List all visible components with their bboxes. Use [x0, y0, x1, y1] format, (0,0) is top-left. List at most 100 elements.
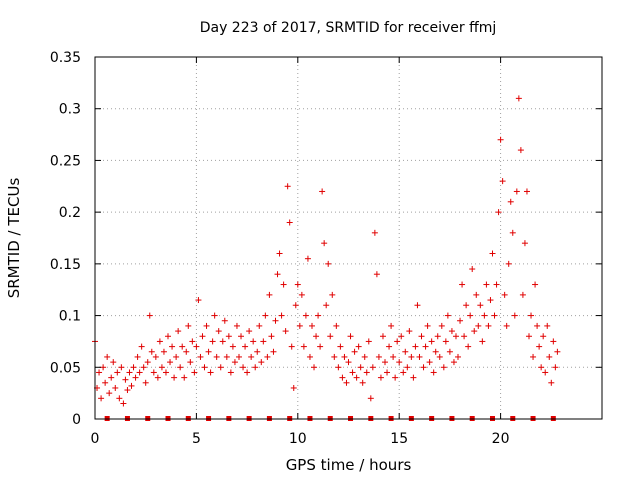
data-point [302, 312, 309, 319]
data-point [288, 343, 295, 350]
data-point [365, 338, 372, 345]
data-point [112, 384, 119, 391]
data-point [292, 302, 299, 309]
data-point [552, 364, 559, 371]
data-point [260, 338, 267, 345]
data-point [201, 364, 208, 371]
data-point [481, 312, 488, 319]
data-point [185, 322, 192, 329]
data-point [276, 250, 283, 257]
data-point [146, 312, 153, 319]
data-point [183, 348, 190, 355]
data-point [272, 317, 279, 324]
data-point [487, 297, 494, 304]
data-point [300, 343, 307, 350]
data-point [485, 322, 492, 329]
y-tick-label: 0.2 [59, 205, 81, 221]
y-tick-label: 0.25 [50, 153, 81, 169]
data-point [199, 333, 206, 340]
data-point [420, 364, 427, 371]
data-point [235, 353, 242, 360]
data-point [491, 312, 498, 319]
data-point [493, 281, 500, 288]
data-point [128, 382, 135, 389]
data-point [361, 353, 368, 360]
data-point [209, 338, 216, 345]
data-point [542, 369, 549, 376]
data-point [264, 353, 271, 360]
data-point [100, 364, 107, 371]
y-tick-label: 0.1 [59, 309, 81, 325]
data-point [463, 302, 470, 309]
data-point [175, 328, 182, 335]
data-point [450, 359, 457, 366]
data-point [252, 364, 259, 371]
data-point [274, 271, 281, 278]
data-point [331, 353, 338, 360]
data-point [213, 353, 220, 360]
x-tick-label: 15 [390, 431, 408, 447]
data-point [382, 359, 389, 366]
data-point [165, 333, 172, 340]
data-point [106, 390, 113, 397]
data-point [158, 364, 165, 371]
data-point [554, 348, 561, 355]
data-point [523, 188, 530, 195]
data-point [434, 333, 441, 340]
data-point [142, 379, 149, 386]
data-point [548, 379, 555, 386]
data-point [339, 374, 346, 381]
data-point [179, 343, 186, 350]
data-point [231, 359, 238, 366]
data-point [436, 353, 443, 360]
data-point [363, 369, 370, 376]
data-point [167, 359, 174, 366]
x-tick-label: 5 [192, 431, 201, 447]
data-point [355, 343, 362, 350]
data-point [211, 312, 218, 319]
data-point [150, 369, 157, 376]
data-point [191, 369, 198, 376]
data-point [528, 312, 535, 319]
data-point [519, 291, 526, 298]
y-tick-label: 0 [72, 412, 81, 428]
data-point [325, 260, 332, 267]
data-point [377, 374, 384, 381]
data-point [136, 369, 143, 376]
data-point [152, 353, 159, 360]
data-point [282, 328, 289, 335]
data-point [483, 281, 490, 288]
data-point [233, 322, 240, 329]
data-point [286, 219, 293, 226]
data-point [195, 297, 202, 304]
data-point [96, 369, 103, 376]
data-point [304, 255, 311, 262]
y-axis-label: SRMTID / TECUs [5, 178, 23, 299]
data-point [446, 348, 453, 355]
data-point [308, 322, 315, 329]
data-point [221, 317, 228, 324]
data-point [242, 343, 249, 350]
data-point [134, 353, 141, 360]
data-point [284, 183, 291, 190]
data-point [432, 348, 439, 355]
data-point [455, 353, 462, 360]
data-point [521, 240, 528, 247]
data-point [258, 359, 265, 366]
x-tick-label: 0 [91, 431, 100, 447]
data-point [357, 364, 364, 371]
data-point [321, 240, 328, 247]
data-point [244, 369, 251, 376]
data-point [430, 369, 437, 376]
data-point [390, 353, 397, 360]
y-tick-label: 0.15 [50, 257, 81, 273]
data-point [205, 348, 212, 355]
data-point [448, 328, 455, 335]
data-point [122, 376, 129, 383]
data-point [203, 322, 210, 329]
data-point [367, 395, 374, 402]
data-point [416, 353, 423, 360]
data-point [315, 312, 322, 319]
data-point [469, 266, 476, 273]
data-point [187, 359, 194, 366]
